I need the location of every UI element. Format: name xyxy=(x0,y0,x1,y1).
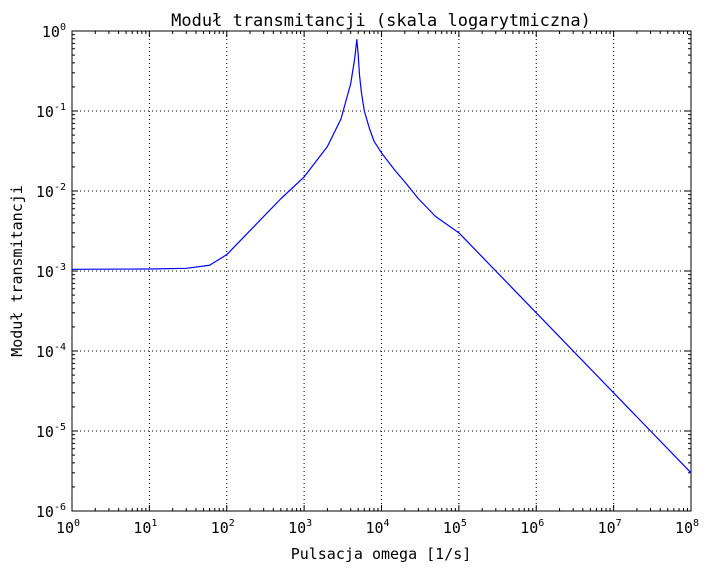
x-tick-label: 105 xyxy=(443,518,467,537)
x-tick-label: 108 xyxy=(675,518,699,537)
y-axis-label: Moduł transmitancji xyxy=(8,185,26,357)
x-tick-label: 107 xyxy=(598,518,622,537)
chart-title: Moduł transmitancji (skala logarytmiczna… xyxy=(171,11,591,31)
x-tick-label: 103 xyxy=(288,518,312,537)
y-tick-label: 10-5 xyxy=(36,422,66,441)
axis-ticks: 100 101 102 103 104 105 106 107 108 10-6 10-5 10-4 1… xyxy=(36,22,699,537)
series-layer xyxy=(71,39,692,474)
grid-lines xyxy=(72,31,691,511)
y-tick-label: 100 xyxy=(42,22,66,41)
y-tick-label: 10-2 xyxy=(36,182,66,201)
x-axis-label: Pulsacja omega [1/s] xyxy=(291,545,472,563)
series-line xyxy=(71,39,692,474)
y-tick-label: 10-6 xyxy=(36,502,66,521)
x-tick-label: 100 xyxy=(56,518,80,537)
x-tick-label: 104 xyxy=(365,518,389,537)
x-tick-label: 102 xyxy=(211,518,235,537)
y-tick-label: 10-1 xyxy=(36,102,66,121)
y-tick-label: 10-4 xyxy=(36,342,66,361)
x-tick-label: 101 xyxy=(133,518,157,537)
y-tick-label: 10-3 xyxy=(36,262,66,281)
x-tick-label: 106 xyxy=(520,518,544,537)
